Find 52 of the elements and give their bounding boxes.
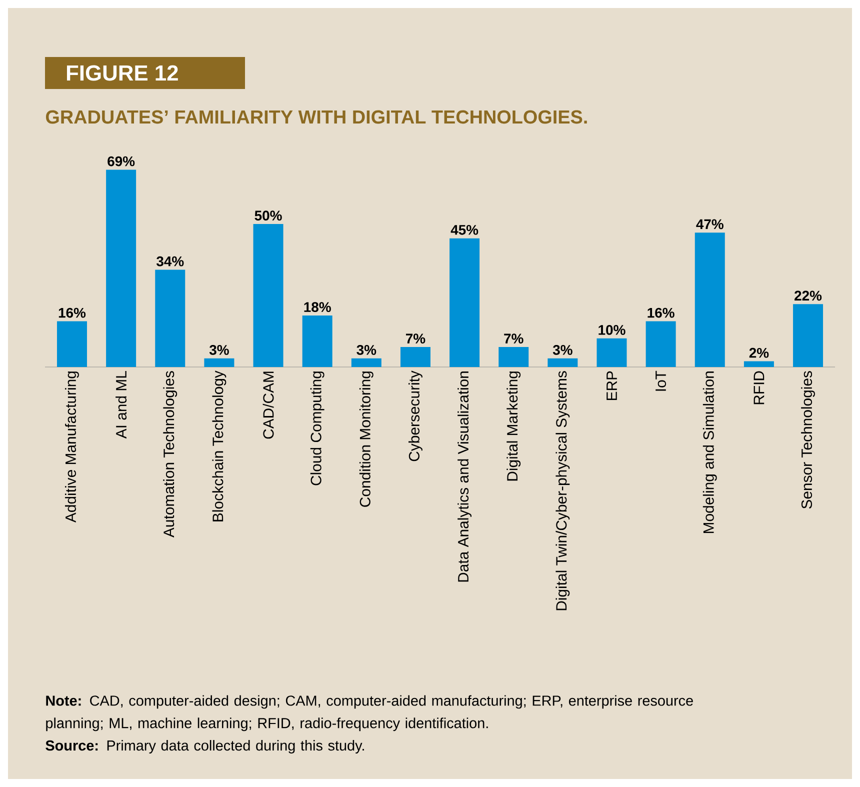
bar — [498, 346, 529, 367]
bar — [302, 316, 332, 367]
bar — [694, 232, 725, 367]
x-tick-label: AI and ML — [116, 371, 127, 439]
x-tick-label: Sensor Technologies — [801, 371, 815, 509]
bar — [351, 358, 382, 367]
bar — [204, 358, 234, 367]
bar — [155, 270, 186, 367]
data-label: 50% — [254, 210, 282, 221]
bar — [793, 304, 824, 367]
x-tick-label: Cloud Computing — [310, 372, 324, 486]
bar — [400, 346, 430, 367]
data-label: 7% — [406, 334, 426, 344]
text: Source: Primary data collected during this study. — [46, 740, 364, 754]
x-tick-label: Digital Marketing — [506, 372, 521, 481]
bar — [253, 224, 284, 367]
data-label: 16% — [648, 308, 674, 318]
x-tick-label: RFID — [754, 371, 764, 404]
bar — [596, 338, 627, 367]
data-label: 3% — [356, 344, 376, 355]
data-label: 45% — [450, 224, 478, 235]
text: Note: CAD, computer-aided design; CAM, computer-aided manufacturing; ERP, enterprise resource planning; ML, machine learning; RFID, radio-frequency identification. — [46, 695, 693, 732]
data-label: 16% — [58, 308, 86, 318]
data-label: 22% — [794, 290, 822, 301]
x-tick-label: IoT — [656, 370, 666, 391]
data-label: 2% — [749, 348, 769, 358]
data-label: 69% — [108, 156, 135, 166]
data-label: 10% — [598, 325, 626, 335]
data-label: 3% — [552, 344, 572, 355]
x-tick-label: Condition Monitoring — [359, 372, 374, 507]
x-tick-label: Automation Technologies — [163, 371, 178, 538]
bar — [744, 361, 774, 367]
data-label: 34% — [156, 256, 184, 266]
x-tick-label: ERP — [606, 371, 617, 400]
chart-subtitle: GRADUATES’ FAMILIARITY WITH DIGITAL TECHNOLOGIES. — [46, 110, 587, 124]
x-tick-label: Digital Twin/Cyber-physical Systems — [556, 371, 570, 610]
data-label: 47% — [696, 219, 724, 230]
x-tick-label: Modeling and Simulation — [702, 372, 717, 533]
x-tick-label: Cybersecurity — [408, 370, 422, 462]
x-tick-label: Data Analytics and Visualization — [458, 372, 472, 582]
bar — [106, 170, 136, 367]
data-label: 7% — [504, 334, 524, 344]
chart-title: FIGURE 12 — [66, 65, 178, 81]
bar — [548, 358, 578, 367]
x-tick-label: Blockchain Technology — [212, 370, 226, 522]
data-label: 18% — [304, 302, 331, 312]
bar — [450, 238, 480, 367]
x-tick-label: Additive Manufacturing — [65, 372, 79, 523]
data-label: 3% — [209, 344, 229, 355]
bar — [56, 321, 87, 367]
bar — [646, 321, 676, 367]
x-tick-label: CAD/CAM — [262, 372, 274, 439]
